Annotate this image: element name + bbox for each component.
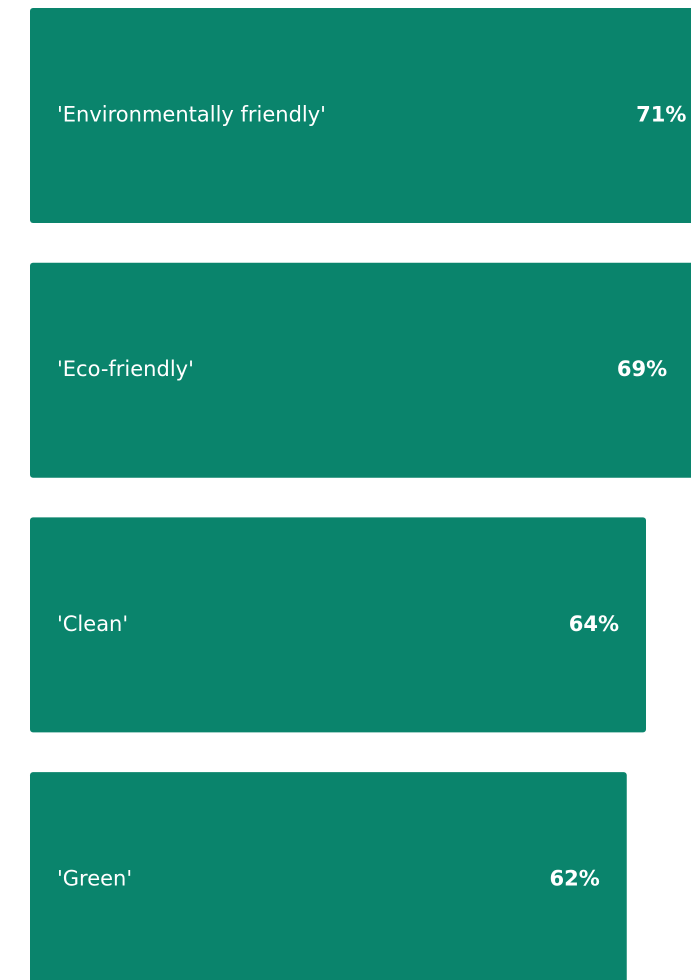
value-label: 69% (617, 357, 667, 381)
bar (30, 262, 691, 478)
category-label: 'Environmentally friendly' (57, 103, 326, 127)
bar (30, 772, 627, 980)
value-label: 62% (549, 867, 599, 891)
bar (30, 8, 691, 223)
category-label: 'Clean' (57, 612, 128, 636)
bar (30, 517, 646, 733)
category-label: 'Green' (57, 867, 132, 891)
category-label: 'Eco-friendly' (57, 357, 194, 381)
value-label: 64% (569, 612, 619, 636)
value-label: 71% (636, 103, 686, 127)
